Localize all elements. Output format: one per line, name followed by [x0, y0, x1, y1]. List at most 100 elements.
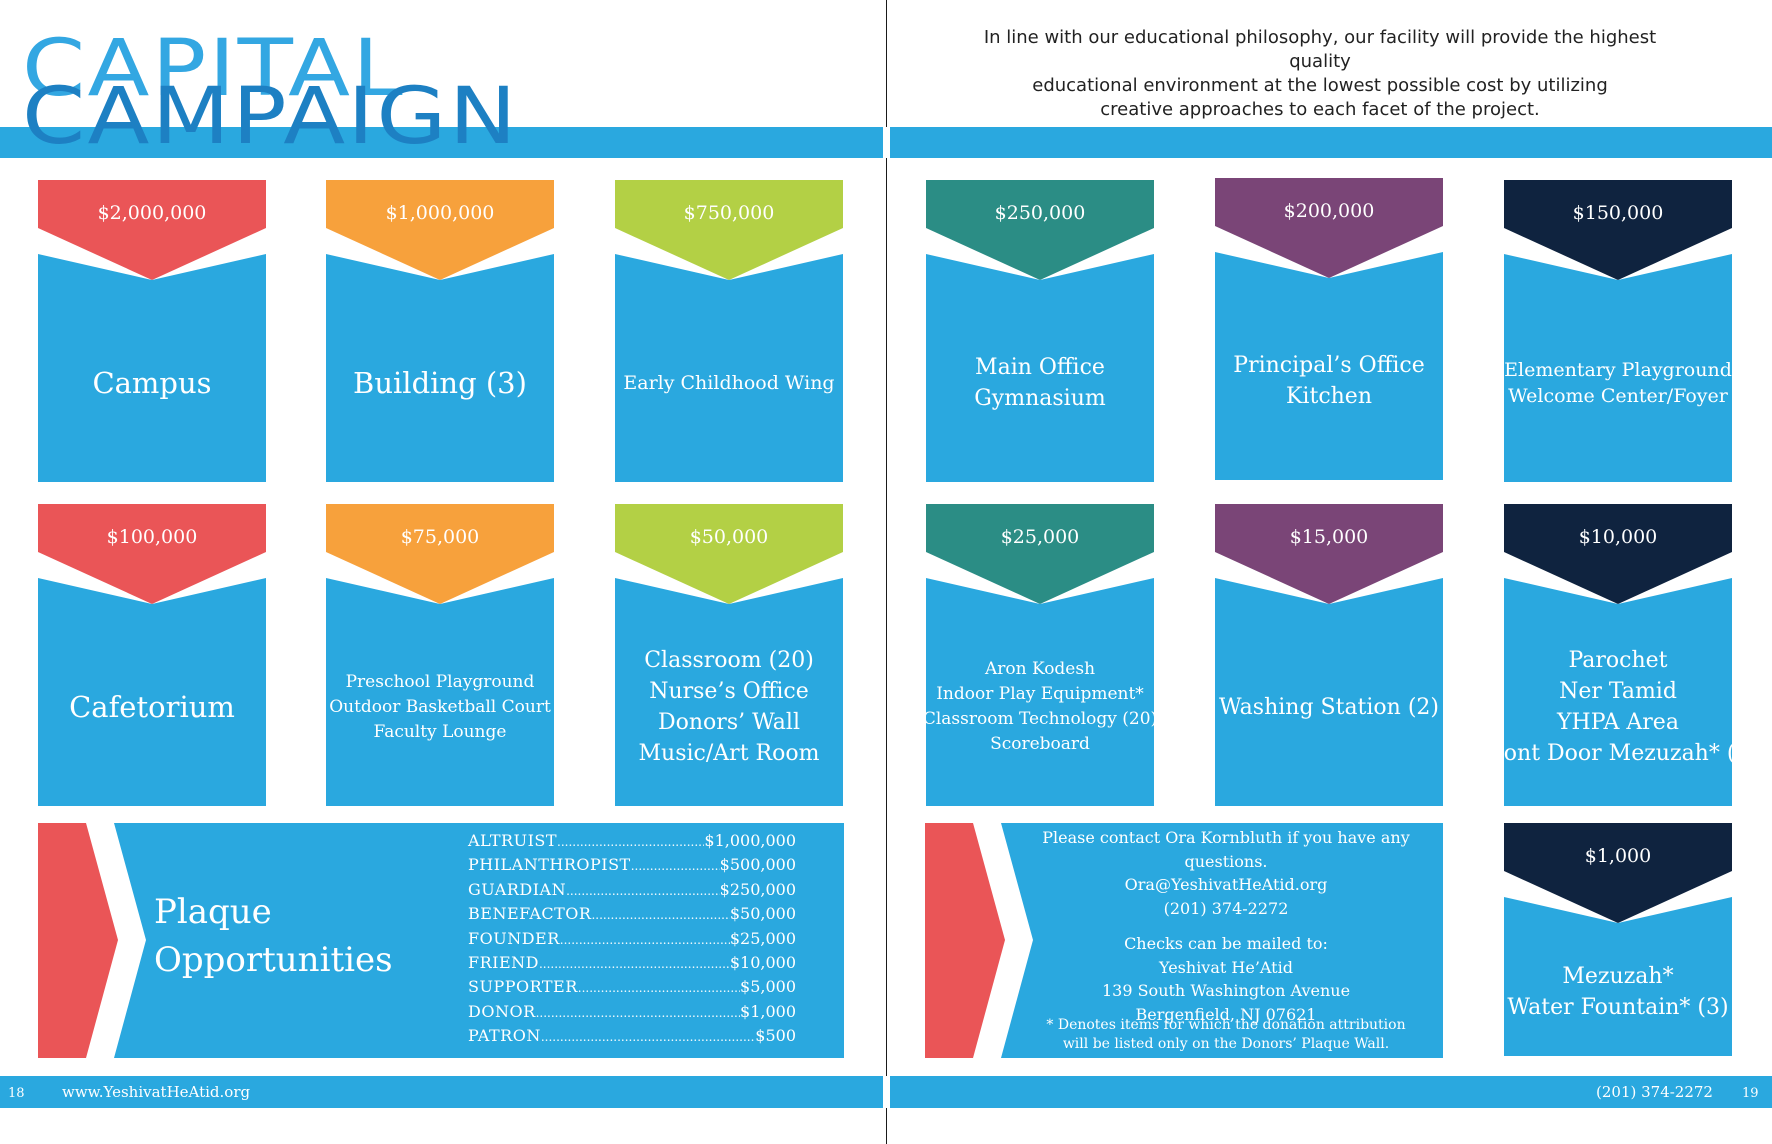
plaque-level-amount: $10,000	[729, 953, 796, 972]
plaque-level-row: ALTRUIST $1,000,000	[468, 829, 796, 853]
tier-item: Nurse’s Office	[649, 679, 809, 704]
page-number-left: 18	[8, 1086, 25, 1101]
plaque-title: Plaque Opportunities	[154, 888, 393, 984]
contact-panel-shape	[1001, 823, 1443, 1058]
plaque-level-name: DONOR	[468, 1001, 536, 1021]
tier-amount-tag: $200,000	[1215, 178, 1443, 278]
title-line-1: CAPITAL	[22, 24, 406, 114]
tier-item: Classroom Technology (20)	[922, 709, 1158, 729]
tier-tag-shape	[926, 180, 1154, 280]
note-line: * Denotes items for which the donation a…	[1046, 1017, 1406, 1033]
tier-item-list: Building (3)	[326, 254, 554, 482]
tier-amount-tag: $15,000	[1215, 504, 1443, 604]
note-line: will be listed only on the Donors’ Plaqu…	[1062, 1036, 1390, 1052]
tier-tag-polygon	[926, 180, 1154, 280]
tier-box-shape	[615, 254, 843, 482]
plaque-level-amount: $25,000	[729, 928, 796, 948]
tier-items-box: Parochet Ner Tamid YHPA Area Front Door Mez…	[1478, 578, 1758, 806]
tier-box-shape	[1504, 578, 1732, 806]
tier-tag-polygon	[1504, 180, 1732, 280]
tier-item: Main Office	[975, 355, 1105, 380]
tier-box-polygon	[1504, 254, 1732, 482]
tier-tag-shape	[1504, 504, 1732, 604]
checks-heading: Checks can be mailed to:	[1124, 934, 1328, 953]
tier-amount: $200,000	[1283, 200, 1375, 222]
tier-item: Early Childhood Wing	[623, 372, 835, 394]
plaque-level-amount: $5,000	[740, 977, 796, 997]
plaque-level-amount: $1,000,000	[704, 831, 796, 850]
footer-band-gap	[883, 1076, 890, 1108]
tier-box-shape	[326, 578, 554, 806]
plaque-arrow-red	[38, 823, 128, 1058]
tier-tag-shape	[326, 180, 554, 280]
tier-box-shape	[926, 254, 1154, 482]
plaque-level-name: GUARDIAN	[468, 879, 567, 899]
tier-item-list: Parochet Ner Tamid YHPA Area Front Door Mez…	[1478, 578, 1758, 806]
tier-item: Front Door Mezuzah* (4)	[1478, 741, 1759, 766]
contact-email[interactable]: Ora@YeshivatHeAtid.org	[1124, 875, 1328, 894]
tier-amount: $75,000	[400, 526, 480, 548]
tier-amount: $50,000	[689, 526, 769, 548]
tier-item-list: Principal’s Office Kitchen	[1215, 252, 1443, 480]
plaque-level-amount: $250,000	[719, 879, 796, 899]
tier-item: Indoor Play Equipment*	[936, 684, 1144, 704]
tier-tag-shape	[326, 504, 554, 604]
plaque-level-row: FRIEND $10,000	[468, 951, 796, 975]
tier-amount: $1,000,000	[385, 202, 495, 224]
tier-item: Ner Tamid	[1559, 679, 1677, 704]
tier-item-list: Classroom (20) Nurse’s Office Donors’ Wall…	[615, 578, 843, 806]
tier-item: Welcome Center/Foyer	[1508, 385, 1728, 407]
plaque-level-leader	[539, 951, 730, 975]
tier-tag-polygon	[1215, 178, 1443, 278]
contact-info: Please contact Ora Kornbluth if you have…	[1000, 826, 1452, 1026]
contact-arrow-shape	[925, 823, 1005, 1058]
tier-item: Kitchen	[1286, 384, 1372, 409]
plaque-level-name: ALTRUIST	[468, 831, 558, 850]
tier-items-box: Classroom (20) Nurse’s Office Donors’ Wall…	[615, 578, 843, 806]
tier-amount-tag: $750,000	[615, 180, 843, 280]
plaque-level-amount: $500	[755, 1026, 796, 1046]
plaque-level-leader	[541, 1024, 755, 1048]
tier-box-polygon	[926, 578, 1154, 806]
tier-amount-tag: $25,000	[926, 504, 1154, 604]
tier-item: Donors’ Wall	[658, 710, 800, 735]
tier-box-polygon	[1504, 897, 1732, 1056]
attribution-note: * Denotes items for which the donation a…	[1000, 1016, 1452, 1054]
tier-amount: $15,000	[1289, 526, 1369, 548]
tier-item: Classroom (20)	[644, 648, 814, 673]
tier-tag-polygon	[926, 504, 1154, 604]
tier-box-polygon	[326, 254, 554, 482]
plaque-level-name: PHILANTHROPIST	[468, 855, 631, 875]
plaque-level-name: FRIEND	[468, 953, 539, 972]
tier-item-list: Preschool Playground Outdoor Basketball C…	[326, 578, 554, 806]
tier-item: Principal’s Office	[1233, 353, 1425, 378]
tier-amount-tag: $2,000,000	[38, 180, 266, 280]
plaque-level-row: PHILANTHROPIST $500,000	[468, 853, 796, 877]
plaque-level-row: DONOR $1,000	[468, 1000, 796, 1024]
contact-arrow-red	[925, 823, 1015, 1058]
plaque-level-name: SUPPORTER	[468, 977, 578, 997]
tier-amount-tag: $1,000,000	[326, 180, 554, 280]
tier-item-list: Cafetorium	[38, 578, 266, 806]
contact-phone: (201) 374-2272	[1163, 898, 1289, 918]
website-link[interactable]: www.YeshivatHeAtid.org	[62, 1083, 251, 1101]
intro-line: educational environment at the lowest po…	[1032, 75, 1608, 96]
intro-line: creative approaches to each facet of the…	[1100, 99, 1540, 120]
tier-item: Mezuzah*	[1562, 963, 1674, 989]
header-band-gap	[883, 127, 890, 158]
plaque-level-name: BENEFACTOR	[468, 904, 592, 924]
plaque-title-line: Opportunities	[154, 940, 393, 980]
tier-items-box: Aron Kodesh Indoor Play Equipment* Classro…	[922, 578, 1158, 806]
tier-amount: $25,000	[1000, 526, 1080, 548]
plaque-level-row: FOUNDER $25,000	[468, 927, 796, 951]
plaque-level-leader	[591, 902, 729, 926]
tier-items-box: Preschool Playground Outdoor Basketball C…	[326, 578, 554, 806]
tier-item: Washing Station (2)	[1218, 694, 1440, 720]
tier-tag-shape	[38, 504, 266, 604]
tier-item-list: Aron Kodesh Indoor Play Equipment* Classro…	[922, 578, 1158, 806]
tier-box-polygon	[38, 254, 266, 482]
plaque-arrow-shape	[38, 823, 118, 1058]
tier-amount-tag: $75,000	[326, 504, 554, 604]
tier-tag-polygon	[38, 504, 266, 604]
tier-box-shape	[326, 254, 554, 482]
